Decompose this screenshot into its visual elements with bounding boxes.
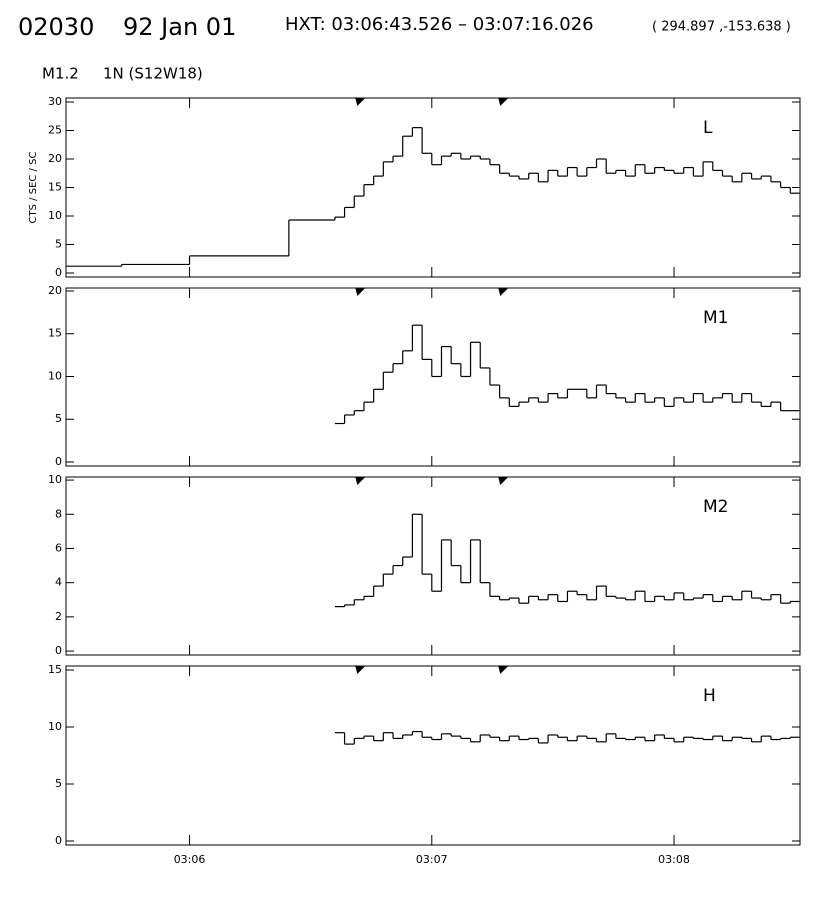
interval-marker xyxy=(498,98,509,106)
interval-marker xyxy=(355,666,366,674)
event-date: 92 Jan 01 xyxy=(123,13,236,41)
interval-marker xyxy=(498,288,509,296)
x-tick-label: 03:08 xyxy=(658,853,690,866)
y-tick-label: 10 xyxy=(48,369,62,382)
y-tick-label: 0 xyxy=(55,266,62,279)
y-tick-label: 15 xyxy=(48,181,62,194)
y-tick-label: 15 xyxy=(48,327,62,340)
plots: 0 5 10 15 20 25 30 L CTS / SEC / SC 0 5 10 15 20 M1 0 2 4… xyxy=(28,95,801,866)
y-tick-label: 0 xyxy=(55,834,62,847)
interval-marker xyxy=(498,477,509,485)
panel-label: L xyxy=(703,118,713,138)
y-tick-label: 5 xyxy=(55,412,62,425)
flare-location: 1N (S12W18) xyxy=(103,65,203,83)
y-tick-label: 25 xyxy=(48,123,62,136)
flare-class: M1.2 xyxy=(42,65,79,83)
y-tick-label: 5 xyxy=(55,238,62,251)
y-tick-label: 5 xyxy=(55,777,62,790)
y-tick-label: 0 xyxy=(55,455,62,468)
event-id: 02030 xyxy=(18,13,94,41)
interval-marker xyxy=(355,98,366,106)
interval-marker xyxy=(498,666,509,674)
y-tick-label: 8 xyxy=(55,507,62,520)
y-tick-label: 20 xyxy=(48,284,62,297)
panel-frame xyxy=(65,476,801,656)
panel-frame xyxy=(65,287,801,467)
panel-label: M1 xyxy=(703,308,728,328)
y-tick-label: 10 xyxy=(48,209,62,222)
y-tick-label: 0 xyxy=(55,644,62,657)
y-tick-label: 20 xyxy=(48,152,62,165)
y-tick-label: 30 xyxy=(48,95,62,108)
y-tick-label: 6 xyxy=(55,541,62,554)
y-tick-label: 10 xyxy=(48,720,62,733)
panel-label: H xyxy=(703,686,716,706)
y-tick-label: 15 xyxy=(48,663,62,676)
interval-marker xyxy=(355,288,366,296)
coordinates: ( 294.897 ,-153.638 ) xyxy=(652,20,791,35)
panel-label: M2 xyxy=(703,497,728,517)
y-tick-label: 2 xyxy=(55,610,62,623)
time-interval: HXT: 03:06:43.526 – 03:07:16.026 xyxy=(285,14,594,35)
y-tick-label: 10 xyxy=(48,473,62,486)
x-tick-label: 03:06 xyxy=(174,853,206,866)
y-tick-label: 4 xyxy=(55,576,62,589)
y-axis-label: CTS / SEC / SC xyxy=(28,152,39,224)
panel-frame xyxy=(65,665,801,846)
x-tick-label: 03:07 xyxy=(416,853,448,866)
interval-marker xyxy=(355,477,366,485)
